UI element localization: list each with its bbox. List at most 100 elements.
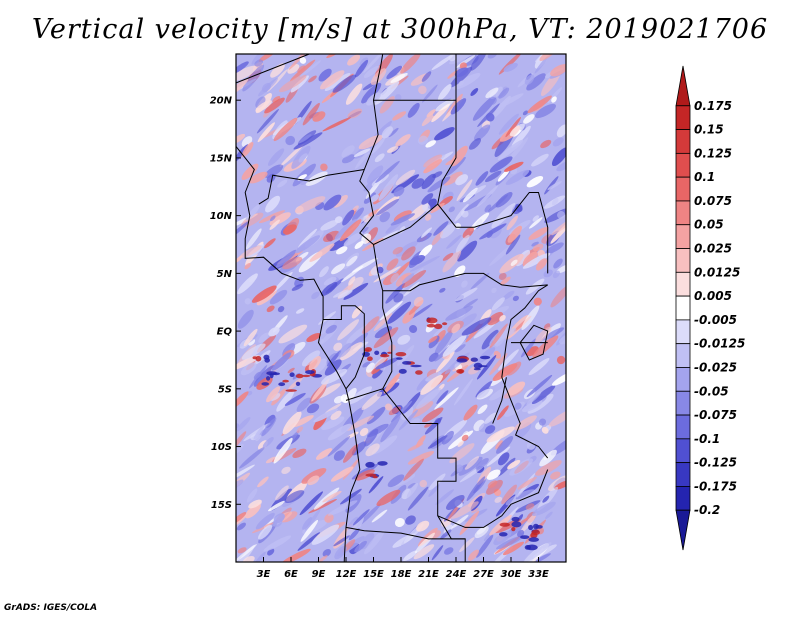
field-streak [425,140,437,148]
field-streak [552,270,561,279]
field-streak [416,232,432,243]
field-cell [499,532,508,537]
field-cell [524,545,531,550]
field-streak [451,323,461,334]
field-streak [248,171,268,184]
field-streak [354,540,367,553]
field-streak [333,450,345,461]
field-streak [265,195,281,213]
field-streak [487,194,509,213]
colorbar-label: 0.175 [694,99,732,113]
field-streak [352,205,359,212]
field-streak [236,416,251,432]
field-streak [486,446,511,467]
field-streak [354,148,372,169]
field-streak [531,241,539,247]
field-streak [422,407,444,423]
field-streak [402,392,421,414]
field-cell [396,357,403,360]
field-streak [320,281,338,297]
field-streak [338,342,352,358]
field-cell [480,355,491,360]
field-streak [424,213,432,221]
field-streak [430,202,445,214]
field-streak [385,403,393,411]
field-streak [327,423,352,441]
field-streak [253,424,265,440]
field-streak [366,362,375,373]
field-streak [289,59,316,82]
field-streak [395,169,416,186]
colorbar-label: -0.125 [694,456,737,470]
field-cell [434,323,443,330]
field-streak [522,251,538,267]
colorbar-swatch [675,414,691,440]
field-streak [522,110,529,116]
field-streak [505,169,530,185]
field-streak [359,57,369,67]
field-streak [464,456,480,470]
field-streak [370,194,380,203]
field-streak [297,174,308,181]
field-streak [388,127,399,138]
border-line [437,100,549,274]
field-streak [522,252,551,269]
field-streak [375,198,399,216]
field-streak [401,273,415,284]
field-streak [484,425,496,434]
field-streak [524,74,535,85]
field-streak [322,549,332,557]
field-streak [534,55,549,74]
field-streak [543,195,566,209]
field-cell [295,373,304,379]
field-streak [484,412,497,424]
field-streak [280,548,311,562]
lon-tick-label: 21E [418,569,439,580]
field-streak [471,507,479,513]
field-streak [273,117,298,142]
field-streak [485,87,499,99]
field-cell [402,361,412,365]
field-streak [366,423,389,438]
field-streak [236,133,246,144]
border-line [492,377,507,424]
lon-tick-label: 33E [528,569,549,580]
field-streak [516,422,532,439]
country-borders [236,54,549,562]
colorbar-label: 0.125 [694,146,732,160]
colorbar-label: -0.05 [694,384,729,398]
lon-tick-label: 18E [391,569,412,580]
field-streak [525,503,535,510]
field-streak [523,114,535,124]
field-streak [291,415,314,428]
field-streak [285,135,296,146]
field-streak [334,218,358,240]
field-streak [475,171,489,186]
field-streak [498,113,519,135]
field-streak [461,434,469,442]
field-streak [373,327,399,349]
field-streak [248,338,256,346]
field-streak [486,469,501,480]
field-streak [517,529,525,538]
field-streak [337,289,353,299]
field-streak [337,319,360,341]
field-streak [262,437,274,448]
field-streak [255,100,272,112]
colorbar-label: -0.075 [694,408,737,422]
field-cell [531,529,540,536]
field-streak [538,418,547,426]
field-streak [333,289,349,298]
field-streak [343,231,363,247]
field-streak [290,75,309,93]
field-streak [491,203,516,229]
field-streak [383,373,401,394]
field-streak [320,220,339,231]
field-streak [496,535,524,550]
field-cell [372,475,378,479]
field-streak [282,411,302,435]
field-streak [476,355,497,380]
field-cell [410,364,422,368]
field-streak [261,417,277,437]
lon-tick-label: 15E [363,569,384,580]
